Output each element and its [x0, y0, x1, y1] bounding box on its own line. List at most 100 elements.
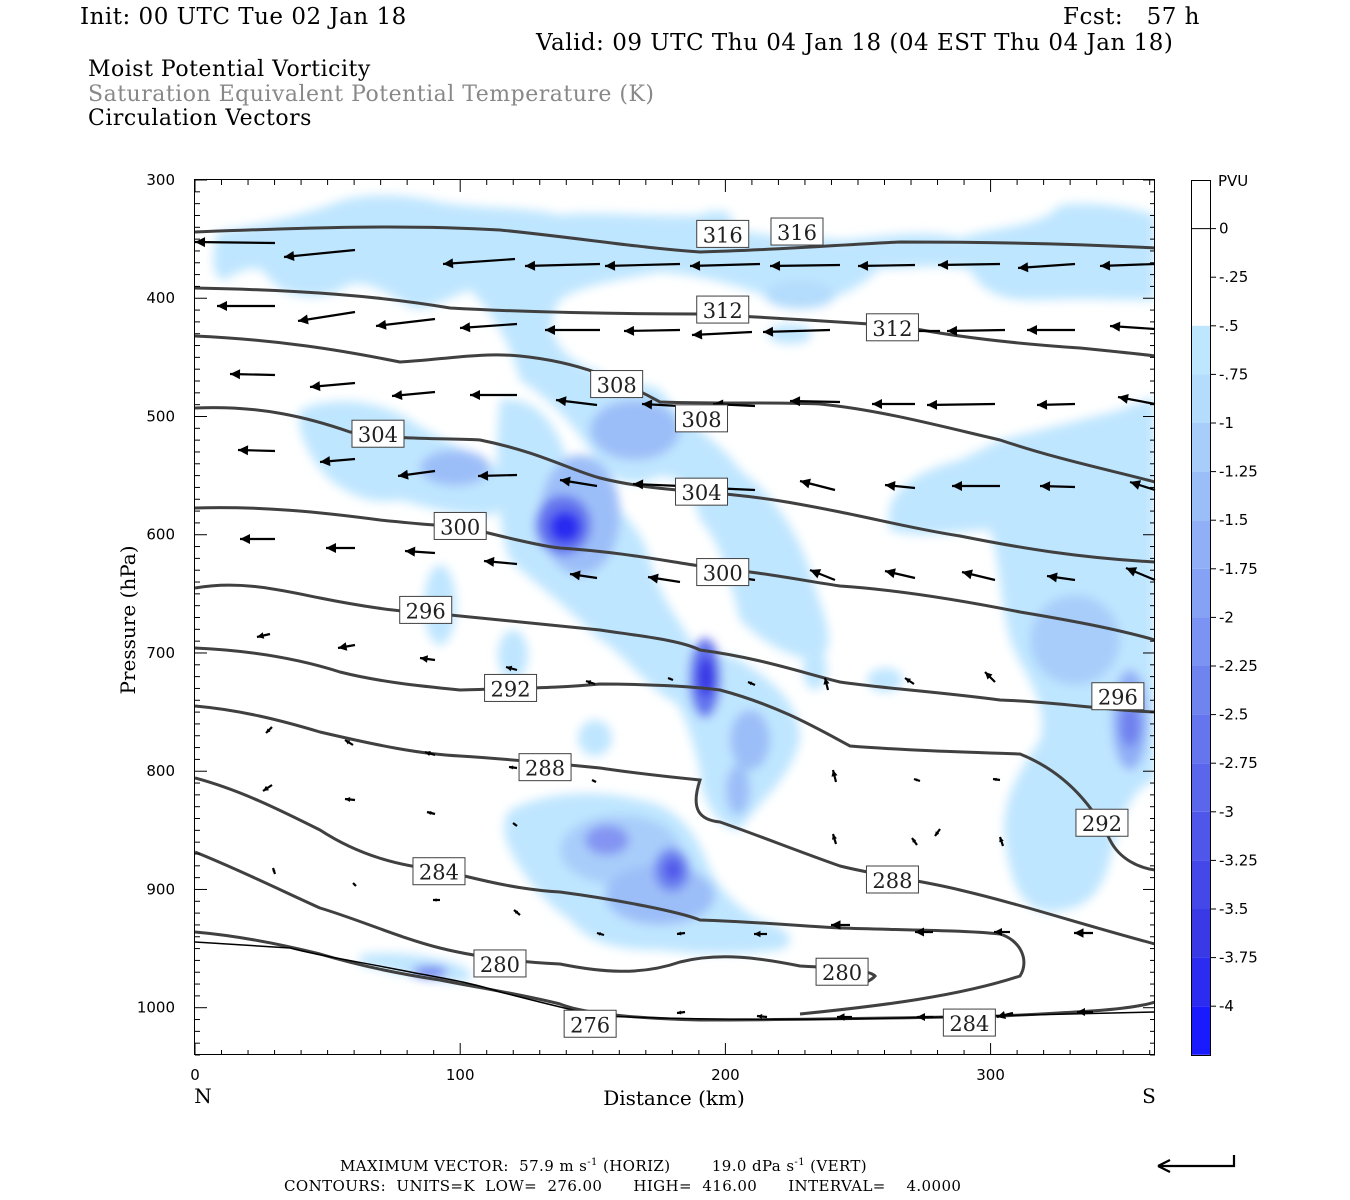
vector-head [284, 251, 295, 261]
vector-head [195, 237, 206, 248]
colorbar-cell [1191, 666, 1210, 715]
circulation-vector [524, 260, 601, 271]
contour-label-box [942, 1008, 996, 1037]
vector-head [763, 326, 774, 337]
contour-label-text: 288 [872, 869, 912, 893]
circulation-vector [691, 329, 753, 340]
contour-label: 296 [1091, 682, 1145, 711]
vector-head [962, 569, 973, 580]
contour-label-box [696, 295, 750, 324]
contour-label-box [518, 753, 572, 782]
circulation-vector [996, 1011, 1014, 1019]
pv-area-strong-5 [1120, 703, 1140, 747]
vector-shaft [194, 240, 276, 245]
colorbar-frame [1191, 180, 1211, 1056]
vector-shaft [762, 328, 831, 334]
circulation-vector [426, 810, 436, 816]
pv-core-1 [549, 511, 581, 543]
circulation-vector [326, 543, 355, 553]
vector-head [947, 325, 958, 336]
circulation-vectors [194, 237, 1156, 1021]
contour-label-box [399, 595, 453, 624]
y-tick-label: 900 [146, 880, 175, 898]
vector-head [345, 740, 351, 745]
vector-head [257, 632, 265, 639]
circulation-vector [934, 828, 941, 837]
circulation-vector [1117, 393, 1156, 406]
vector-head [592, 780, 595, 782]
circulation-vector [344, 797, 356, 802]
circulation-vector [676, 1010, 686, 1015]
pv-area-small-7 [768, 324, 812, 344]
vector-head [832, 834, 837, 840]
vector-head [872, 399, 882, 409]
init-time: Init: 00 UTC Tue 02 Jan 18 [80, 4, 407, 30]
vector-head [1040, 481, 1051, 492]
colorbar-label: 0 [1219, 220, 1229, 238]
vector-head [927, 399, 938, 410]
reference-vector [1157, 1155, 1236, 1173]
vector-head [514, 910, 519, 914]
circulation-vector [604, 260, 681, 271]
contour-label-text: 284 [419, 861, 459, 885]
contour-label-box [865, 865, 919, 894]
contour-label-text: 296 [406, 599, 446, 623]
colorbar-label: -1.5 [1219, 511, 1248, 529]
vector-head [398, 469, 409, 480]
circulation-vector [623, 325, 681, 336]
contour-label-box [433, 511, 487, 540]
vector-head [460, 322, 471, 333]
field-title-thetaes: Saturation Equivalent Potential Temperat… [88, 82, 655, 107]
max-vector-part1: MAXIMUM VECTOR: 57.9 m s [340, 1157, 588, 1175]
contour-316 [195, 225, 1155, 254]
vector-head [757, 1014, 763, 1019]
pv-area-mid-7 [730, 710, 770, 770]
circulation-vector [513, 909, 521, 916]
circulation-vector [240, 534, 275, 544]
vector-head [230, 369, 241, 380]
vector-head [263, 785, 269, 791]
vector-head [993, 777, 997, 782]
colorbar-cell [1191, 714, 1210, 764]
vector-head [443, 258, 454, 269]
contour-label-text: 308 [597, 374, 637, 398]
circulation-vector [946, 325, 1006, 336]
circulation-vector [1099, 260, 1156, 271]
vector-head [272, 868, 276, 872]
vector-head [506, 665, 513, 672]
contour-label: 292 [484, 673, 538, 702]
vector-head [570, 570, 581, 581]
circulation-vector [884, 568, 916, 580]
contour-label-text: 312 [703, 299, 743, 323]
colorbar-cell [1191, 180, 1210, 229]
colorbar-cell [1191, 763, 1210, 812]
vector-head [810, 569, 822, 579]
contour-296 [195, 583, 1155, 714]
circulation-vector [937, 259, 1001, 270]
circulation-vector [911, 837, 918, 846]
colorbar-label: -1.25 [1219, 463, 1258, 481]
circulation-vector [756, 1014, 768, 1019]
vector-head [1027, 325, 1037, 335]
contour-label-box [696, 558, 750, 587]
vector-head [405, 546, 416, 557]
y-axis-label: Pressure (hPa) [116, 546, 140, 695]
circulation-vector [483, 556, 518, 567]
circulation-vector [596, 931, 605, 937]
max-vector-exp2: -1 [794, 1157, 805, 1168]
vector-head [770, 260, 781, 271]
contour-label-text: 300 [440, 515, 480, 539]
circulation-vector [769, 260, 841, 271]
contour-label-text: 308 [681, 408, 721, 432]
vector-head [905, 678, 911, 684]
colorbar-title: PVU [1218, 172, 1248, 190]
circulation-vector [667, 676, 674, 682]
circulation-vector [952, 481, 1000, 491]
contour-label-box [1075, 808, 1129, 837]
contour-label-box [484, 673, 538, 702]
vector-head [648, 573, 659, 584]
circulation-vector [237, 445, 276, 456]
terrain-line [195, 941, 1155, 1021]
circulation-vector [1027, 325, 1075, 335]
pv-area-small-2 [498, 630, 528, 680]
